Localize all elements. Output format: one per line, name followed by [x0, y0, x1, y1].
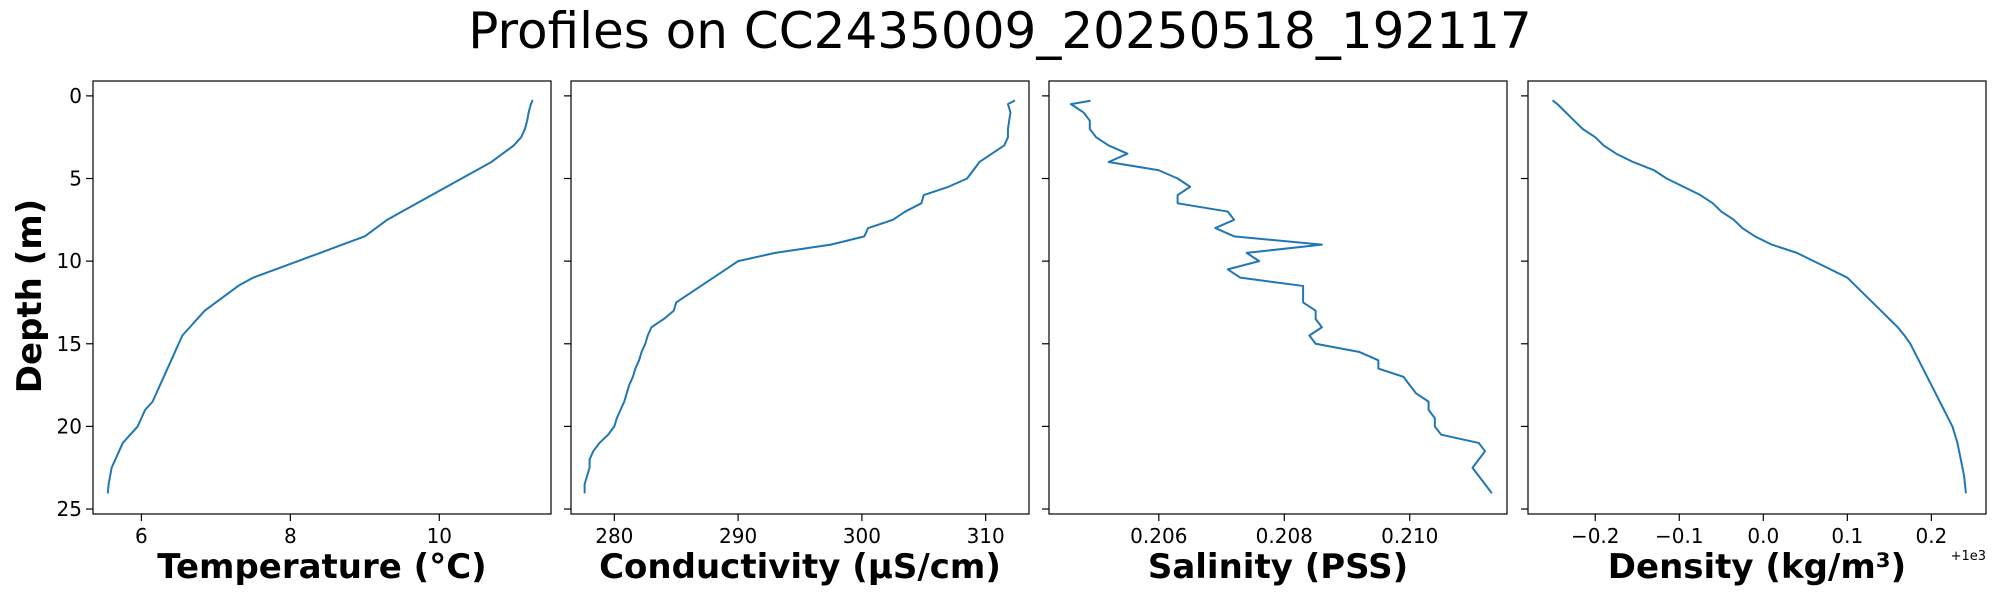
x-tick-label: 0.1 [1831, 524, 1863, 548]
y-tick-label: 10 [57, 249, 82, 273]
panel-frame [1527, 80, 1987, 515]
x-tick-label: 280 [595, 524, 633, 548]
profile-line [1552, 99, 1967, 494]
x-axis-label: Salinity (PSS) [1148, 547, 1408, 587]
x-tick-label: −0.1 [1655, 524, 1704, 548]
x-tick-label: 290 [719, 524, 757, 548]
panel-4: −0.2 −0.1 0.0 0.1 0.2 Density (kg/m³) +1e3 [1521, 80, 1987, 587]
x-tick-label: 10 [427, 524, 452, 548]
panel-frame [570, 80, 1030, 515]
x-axis-label: Density (kg/m³) [1608, 547, 1906, 587]
panel-1: 6 8 10 0 5 10 15 20 25 Temperature (°C) [57, 80, 552, 587]
figure-title: Profiles on CC2435009_20250518_192117 [468, 2, 1531, 60]
profile-line [583, 99, 1016, 494]
x-axis-label: Temperature (°C) [157, 547, 486, 587]
x-tick-label: −0.2 [1571, 524, 1620, 548]
x-tick-label: 0.0 [1747, 524, 1779, 548]
x-tick-label: 6 [135, 524, 148, 548]
y-tick-label: 25 [57, 497, 82, 521]
x-tick-label: 0.210 [1381, 524, 1438, 548]
x-tick-label: 0.206 [1130, 524, 1187, 548]
y-axis-label: Depth (m) [10, 199, 50, 393]
x-offset-label: +1e3 [1951, 549, 1986, 564]
profile-line [1069, 99, 1493, 494]
panel-group: 6 8 10 0 5 10 15 20 25 Temperature (°C) 280 290 300 3… [57, 80, 1987, 587]
x-tick-label: 310 [967, 524, 1005, 548]
x-tick-label: 0.2 [1915, 524, 1947, 548]
x-tick-label: 300 [843, 524, 881, 548]
x-axis-label: Conductivity (µS/cm) [599, 547, 1001, 587]
y-tick-label: 0 [69, 84, 82, 108]
y-tick-label: 15 [57, 332, 82, 356]
y-tick-label: 20 [57, 414, 82, 438]
panel-frame [1048, 80, 1508, 515]
panel-frame [92, 80, 552, 515]
profile-line [106, 99, 534, 494]
x-tick-label: 0.208 [1256, 524, 1313, 548]
y-tick-label: 5 [69, 167, 82, 191]
x-tick-label: 8 [284, 524, 297, 548]
